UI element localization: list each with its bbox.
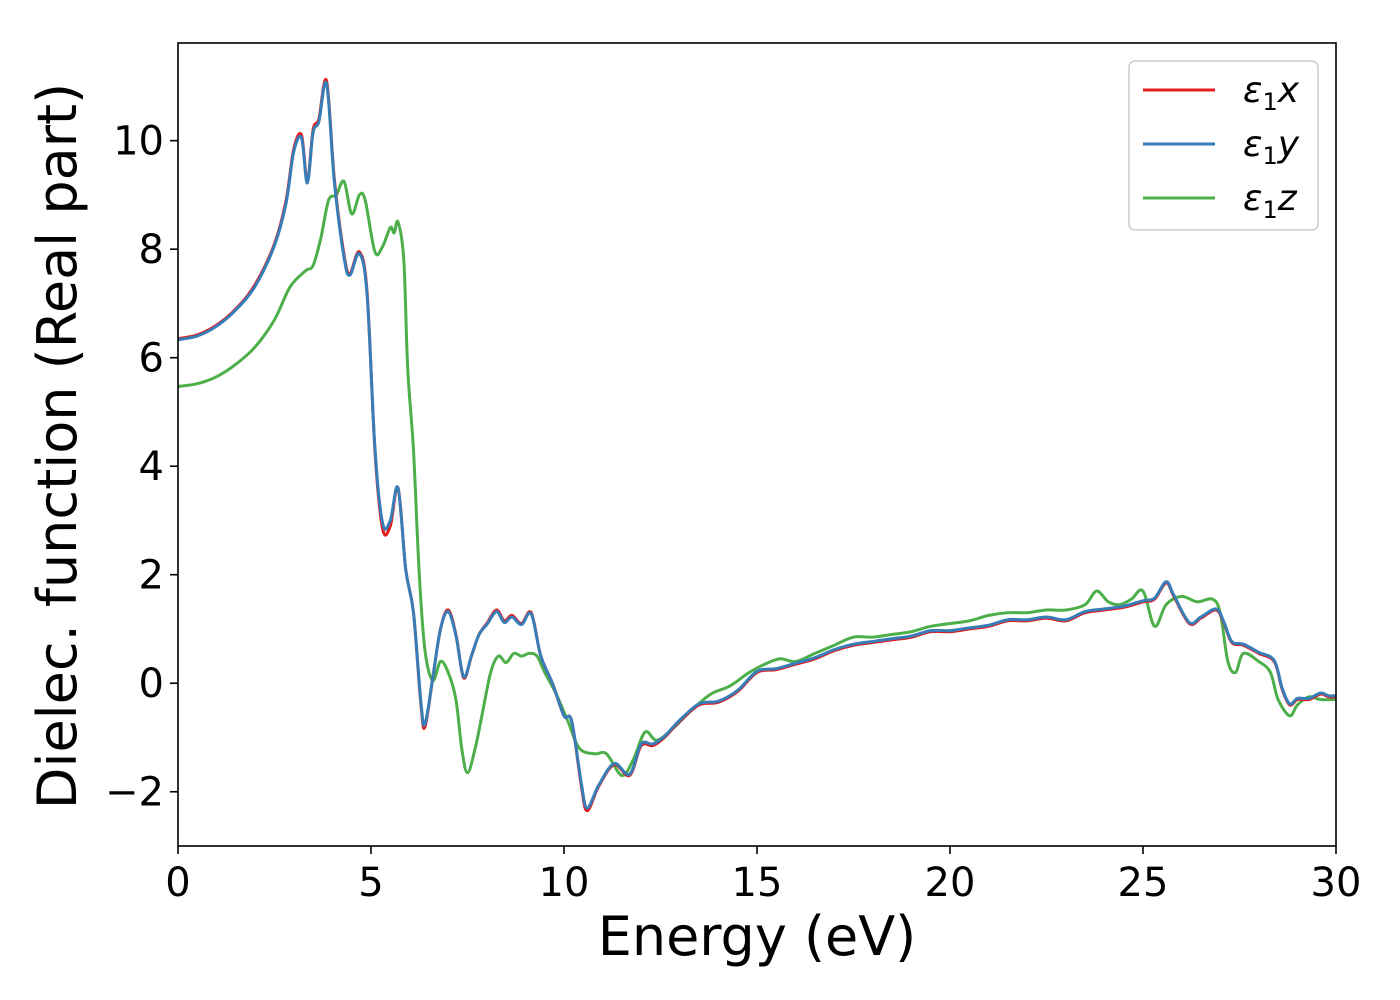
legend-box bbox=[1128, 60, 1319, 231]
legend-symbol: ε bbox=[1243, 124, 1262, 165]
legend-subscript: 1 bbox=[1262, 88, 1277, 116]
x-tick-label: 10 bbox=[539, 860, 590, 906]
x-tick-label: 30 bbox=[1311, 860, 1362, 906]
y-axis-title: Dielec. function (Real part) bbox=[26, 83, 89, 809]
x-tick-label: 5 bbox=[358, 860, 383, 906]
y-axis-ticks: −2 0 2 4 6 8 10 bbox=[105, 119, 178, 816]
legend-symbol: ε bbox=[1243, 178, 1262, 219]
legend-axis-letter: y bbox=[1277, 124, 1300, 165]
legend-label-x: ε1x bbox=[1243, 70, 1300, 116]
x-axis-ticks: 0 5 10 15 20 25 30 bbox=[165, 846, 1361, 906]
y-tick-label: 8 bbox=[139, 227, 164, 273]
legend-subscript: 1 bbox=[1262, 196, 1277, 224]
y-tick-label: −2 bbox=[105, 770, 164, 816]
series-layer bbox=[178, 77, 1336, 813]
legend-subscript: 1 bbox=[1262, 142, 1277, 170]
x-axis-title: Energy (eV) bbox=[598, 905, 917, 968]
legend-axis-letter: x bbox=[1277, 70, 1300, 111]
legend-label-y: ε1y bbox=[1243, 124, 1300, 170]
y-tick-label: 2 bbox=[139, 553, 164, 599]
x-tick-label: 15 bbox=[732, 860, 783, 906]
x-tick-label: 20 bbox=[925, 860, 976, 906]
x-tick-label: 25 bbox=[1118, 860, 1169, 906]
y-tick-label: 0 bbox=[139, 661, 164, 707]
legend-label-z: ε1z bbox=[1243, 178, 1298, 224]
legend-axis-letter: z bbox=[1277, 178, 1298, 219]
series-line-z bbox=[178, 179, 1336, 777]
legend-symbol: ε bbox=[1243, 70, 1262, 111]
y-tick-label: 4 bbox=[139, 444, 164, 490]
series-line-y bbox=[178, 80, 1336, 810]
x-tick-label: 0 bbox=[165, 860, 190, 906]
y-tick-label: 10 bbox=[113, 119, 164, 165]
y-tick-label: 6 bbox=[139, 336, 164, 382]
